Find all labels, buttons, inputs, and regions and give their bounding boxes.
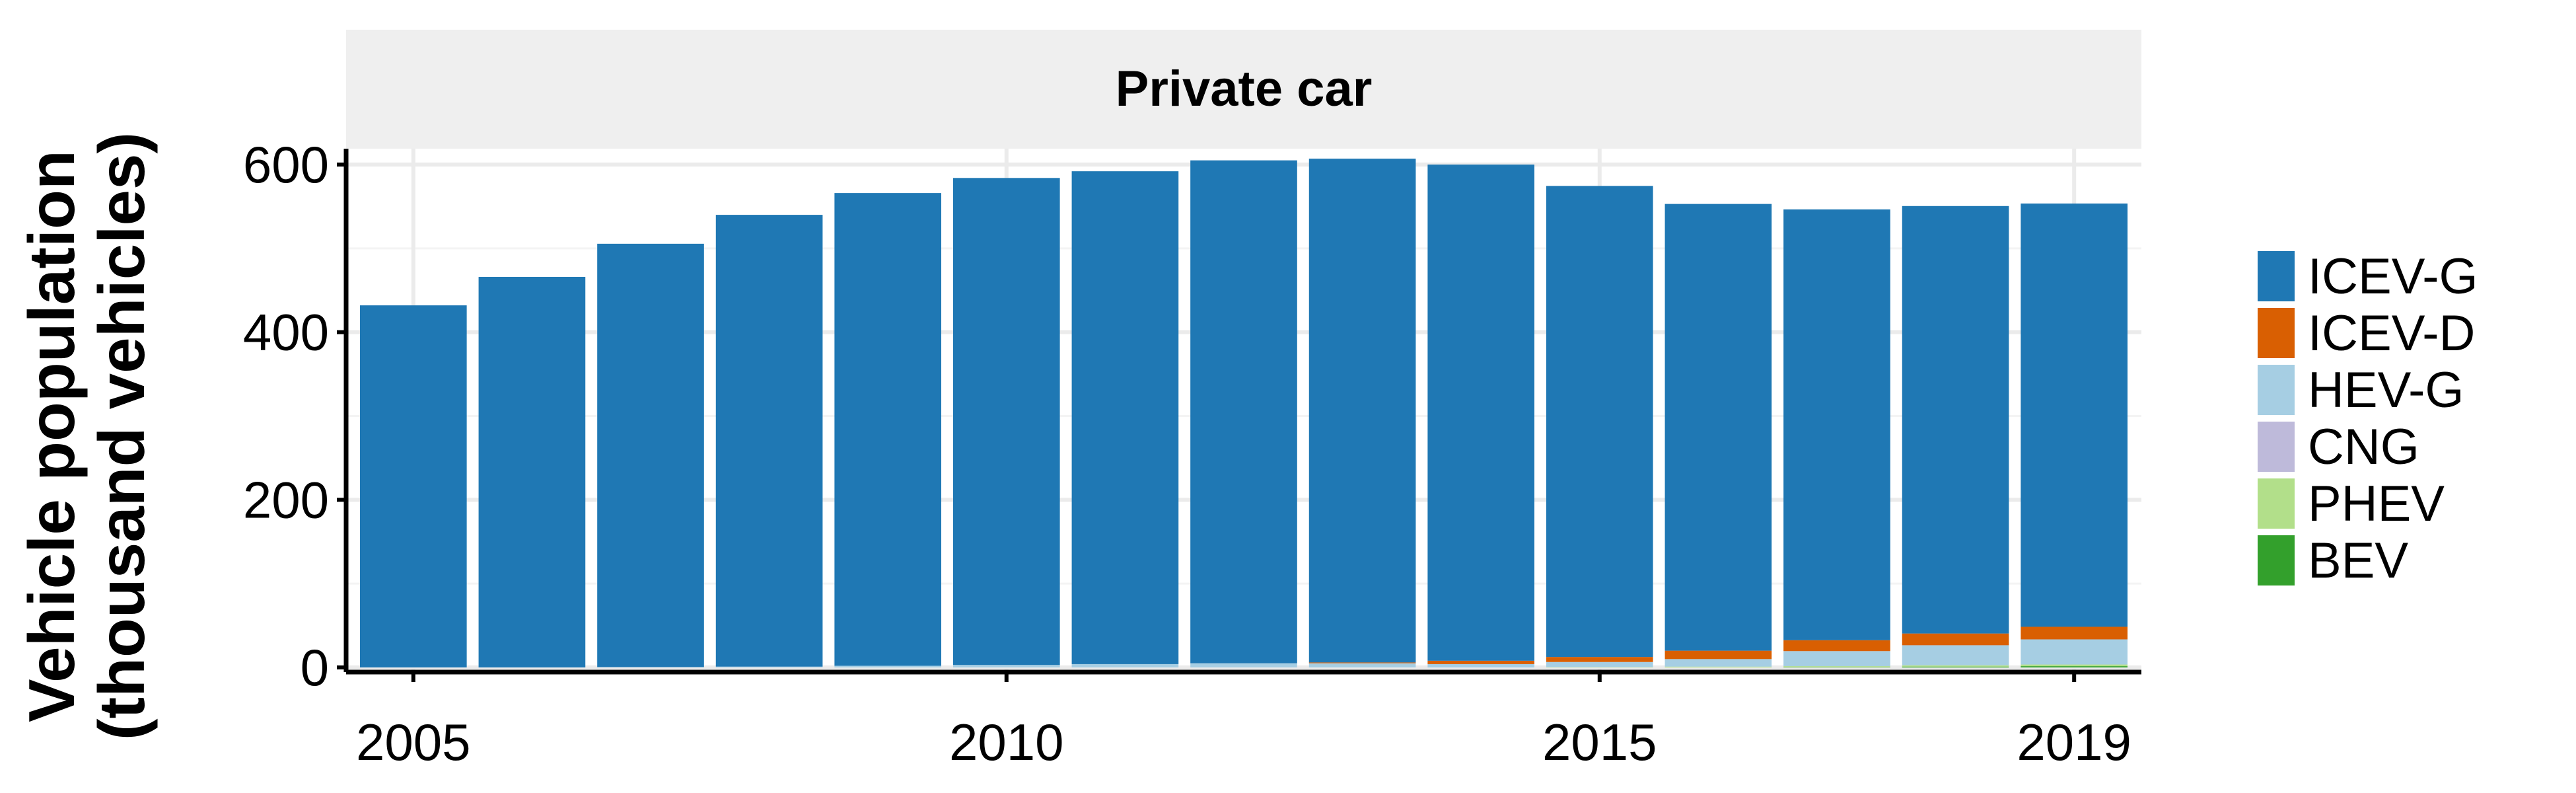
- legend-item-cng: CNG: [2258, 419, 2419, 475]
- bar-segment-hev-g: [1902, 645, 2009, 665]
- bar-segment-hev-g: [1664, 659, 1772, 667]
- legend-label: HEV-G: [2308, 362, 2464, 418]
- bar-stack-2009: [834, 193, 942, 667]
- bar-segment-icev-g: [1664, 204, 1772, 651]
- x-axis: 2005 2010 2015 2019: [346, 669, 2141, 771]
- bar-segment-icev-d: [1546, 657, 1653, 662]
- bar-segment-phev: [2021, 664, 2128, 667]
- bar-segment-icev-g: [1427, 165, 1535, 661]
- bar-segment-hev-g: [834, 665, 942, 667]
- bar-segment-hev-g: [1427, 663, 1535, 667]
- y-axis-title: Vehicle population (thousand vehicles): [15, 132, 158, 740]
- bar-segment-icev-g: [1546, 186, 1653, 658]
- bar-segment-icev-g: [1071, 171, 1179, 664]
- bar-segment-icev-g: [597, 243, 704, 667]
- bars: [359, 159, 2128, 668]
- y-axis-title-line1: Vehicle population: [15, 150, 88, 722]
- bar-segment-hev-g: [2021, 639, 2128, 665]
- bar-stack-2013: [1308, 159, 1416, 667]
- y-tick-label: 200: [243, 471, 329, 529]
- bar-segment-icev-d: [1308, 662, 1416, 663]
- bar-stack-2008: [715, 215, 823, 667]
- y-axis-title-line2: (thousand vehicles): [85, 132, 158, 740]
- bar-segment-icev-g: [1902, 206, 2009, 634]
- legend-item-icev-d: ICEV-D: [2258, 305, 2475, 361]
- bar-stack-2019: [2021, 203, 2128, 667]
- bar-stack-2014: [1427, 165, 1535, 667]
- bar-segment-icev-g: [1308, 159, 1416, 663]
- bar-segment-icev-d: [1427, 660, 1535, 664]
- bar-segment-icev-g: [1783, 209, 1890, 640]
- legend-item-hev-g: HEV-G: [2258, 362, 2464, 418]
- bar-stack-2015: [1546, 186, 1653, 667]
- legend-label: BEV: [2308, 533, 2408, 589]
- legend-item-bev: BEV: [2258, 533, 2408, 589]
- y-axis: 0 200 400 600: [243, 135, 349, 697]
- bar-segment-icev-g: [478, 276, 586, 667]
- facet-title: Private car: [1116, 61, 1373, 117]
- bar-segment-icev-g: [952, 178, 1060, 665]
- x-tick-label: 2010: [949, 713, 1064, 771]
- bar-segment-hev-g: [1071, 663, 1179, 667]
- bar-segment-hev-g: [952, 665, 1060, 667]
- bar-stack-2018: [1902, 206, 2009, 667]
- bar-segment-icev-g: [715, 215, 823, 667]
- facet-strip: [346, 30, 2141, 149]
- bar-segment-icev-d: [2021, 626, 2128, 640]
- bar-stack-2010: [952, 178, 1060, 667]
- legend-swatch: [2258, 251, 2295, 301]
- legend-label: ICEV-G: [2308, 248, 2478, 305]
- legend-swatch: [2258, 535, 2295, 585]
- legend-label: CNG: [2308, 419, 2419, 475]
- bar-stack-2007: [597, 243, 704, 667]
- legend-item-icev-g: ICEV-G: [2258, 248, 2478, 305]
- bar-stack-2017: [1783, 209, 1890, 667]
- bar-segment-hev-g: [1546, 661, 1653, 667]
- bar-segment-hev-g: [1190, 663, 1297, 667]
- bar-segment-icev-g: [359, 305, 467, 668]
- bar-segment-phev: [1902, 665, 2009, 667]
- legend-swatch: [2258, 478, 2295, 529]
- bar-segment-icev-g: [834, 193, 942, 666]
- legend-swatch: [2258, 308, 2295, 358]
- bar-segment-icev-g: [2021, 203, 2128, 627]
- legend-swatch: [2258, 365, 2295, 415]
- bar-stack-2006: [478, 276, 586, 667]
- bar-segment-hev-g: [1308, 663, 1416, 667]
- bar-stack-2012: [1190, 160, 1297, 667]
- x-tick-label: 2005: [356, 713, 471, 771]
- legend-item-phev: PHEV: [2258, 476, 2445, 532]
- legend-label: PHEV: [2308, 476, 2445, 532]
- bar-stack-2005: [359, 305, 467, 668]
- bar-segment-icev-g: [1190, 160, 1297, 663]
- bar-segment-icev-d: [1783, 640, 1890, 652]
- y-tick-label: 0: [301, 638, 329, 697]
- y-tick-label: 400: [243, 303, 329, 361]
- x-tick-label: 2019: [2017, 713, 2131, 771]
- bar-segment-hev-g: [1783, 651, 1890, 667]
- bar-stack-2016: [1664, 204, 1772, 667]
- bar-segment-phev: [1783, 666, 1890, 667]
- bar-segment-icev-d: [1664, 650, 1772, 660]
- y-tick-label: 600: [243, 135, 329, 194]
- x-tick-label: 2015: [1542, 713, 1657, 771]
- bar-segment-bev: [2021, 666, 2128, 667]
- bar-segment-icev-d: [1902, 633, 2009, 646]
- legend-swatch: [2258, 422, 2295, 472]
- bar-stack-2011: [1071, 171, 1179, 667]
- legend-label: ICEV-D: [2308, 305, 2475, 361]
